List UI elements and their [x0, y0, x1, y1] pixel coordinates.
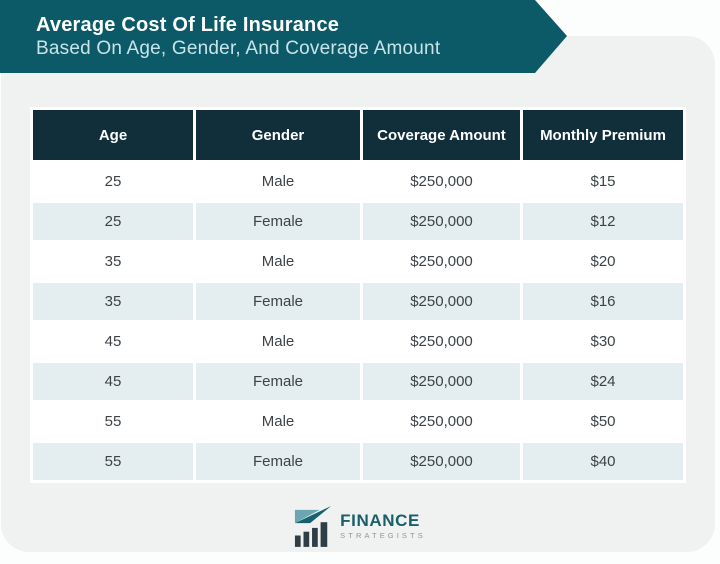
cell-coverage: $250,000 — [363, 283, 520, 320]
cell-premium: $16 — [523, 283, 683, 320]
table-row: 55 Male $250,000 $50 — [33, 403, 683, 440]
cell-gender: Female — [196, 443, 360, 480]
logo-subname-text: STRATEGISTS — [340, 531, 426, 541]
cell-gender: Female — [196, 363, 360, 400]
cell-premium: $15 — [523, 163, 683, 200]
cell-premium: $20 — [523, 243, 683, 280]
table-header-row: Age Gender Coverage Amount Monthly Premi… — [33, 110, 683, 160]
cell-coverage: $250,000 — [363, 163, 520, 200]
cell-premium: $30 — [523, 323, 683, 360]
column-header-monthly-premium: Monthly Premium — [523, 110, 683, 160]
page-subtitle: Based On Age, Gender, And Coverage Amoun… — [36, 37, 441, 59]
logo-name-text: FINANCE — [340, 511, 420, 531]
cell-age: 35 — [33, 283, 193, 320]
table-row: 45 Female $250,000 $24 — [33, 363, 683, 400]
column-header-gender: Gender — [196, 110, 360, 160]
cell-age: 55 — [33, 403, 193, 440]
table-row: 25 Female $250,000 $12 — [33, 203, 683, 240]
cell-age: 45 — [33, 363, 193, 400]
cell-coverage: $250,000 — [363, 243, 520, 280]
page-title: Average Cost Of Life Insurance — [36, 13, 340, 36]
cell-age: 55 — [33, 443, 193, 480]
cell-coverage: $250,000 — [363, 443, 520, 480]
title-banner: Average Cost Of Life Insurance Based On … — [0, 0, 567, 73]
cell-coverage: $250,000 — [363, 323, 520, 360]
cell-premium: $50 — [523, 403, 683, 440]
finance-strategists-logo: FINANCE STRATEGISTS — [0, 505, 720, 547]
table-row: 45 Male $250,000 $30 — [33, 323, 683, 360]
table-row: 55 Female $250,000 $40 — [33, 443, 683, 480]
column-header-coverage-amount: Coverage Amount — [363, 110, 520, 160]
cell-premium: $24 — [523, 363, 683, 400]
cell-age: 25 — [33, 163, 193, 200]
cell-age: 25 — [33, 203, 193, 240]
column-header-age: Age — [33, 110, 193, 160]
cell-gender: Male — [196, 323, 360, 360]
cell-gender: Male — [196, 163, 360, 200]
life-insurance-cost-table: Age Gender Coverage Amount Monthly Premi… — [30, 107, 686, 483]
table-row: 35 Female $250,000 $16 — [33, 283, 683, 320]
table-body: 25 Male $250,000 $15 25 Female $250,000 … — [33, 163, 683, 480]
table-row: 35 Male $250,000 $20 — [33, 243, 683, 280]
cell-gender: Female — [196, 203, 360, 240]
logo-wordmark: FINANCE STRATEGISTS — [340, 512, 426, 540]
cell-gender: Female — [196, 283, 360, 320]
cell-age: 35 — [33, 243, 193, 280]
table-row: 25 Male $250,000 $15 — [33, 163, 683, 200]
cell-premium: $40 — [523, 443, 683, 480]
cell-premium: $12 — [523, 203, 683, 240]
table-header: Age Gender Coverage Amount Monthly Premi… — [33, 110, 683, 160]
cell-gender: Male — [196, 403, 360, 440]
cell-coverage: $250,000 — [363, 403, 520, 440]
cell-coverage: $250,000 — [363, 363, 520, 400]
cell-coverage: $250,000 — [363, 203, 520, 240]
bar-chart-arrow-icon — [294, 505, 332, 547]
cell-age: 45 — [33, 323, 193, 360]
cell-gender: Male — [196, 243, 360, 280]
